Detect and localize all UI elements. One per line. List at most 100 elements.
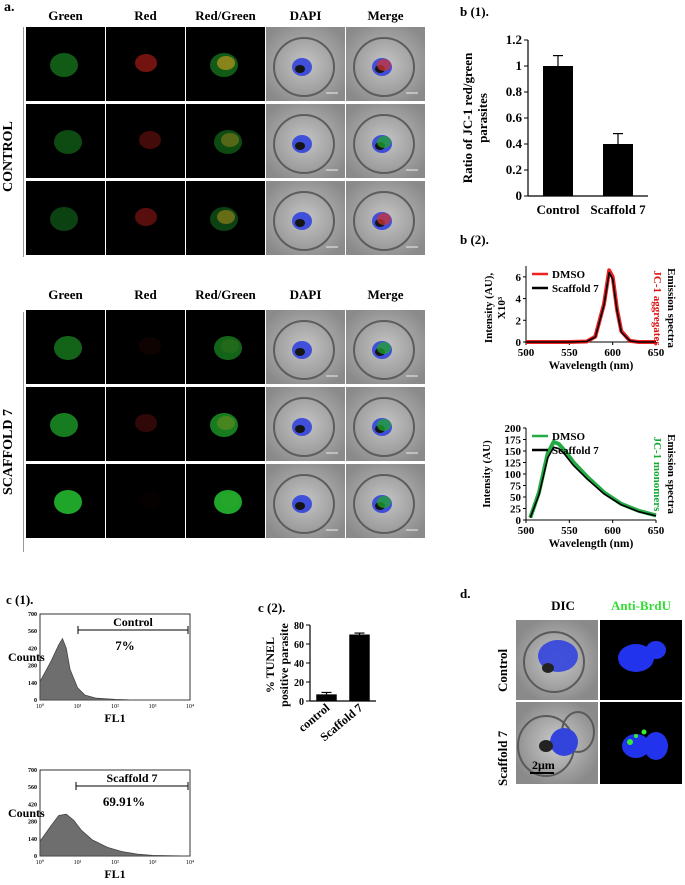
y-tick-label: 140 <box>28 837 37 843</box>
bar-scaffold-7 <box>349 634 370 701</box>
x-tick-label: 650 <box>648 347 665 359</box>
d-scalebar <box>530 772 554 774</box>
panel-c1-label: c (1). <box>6 592 34 607</box>
a-image-r3-dapi <box>266 181 345 255</box>
a-image-r2-red-green <box>186 104 265 178</box>
panel-d-header-anti-brdu: Anti-BrdU <box>611 598 671 613</box>
a-image-r1-red <box>106 27 185 101</box>
y-axis-label: % TUNELpositive parasite <box>263 623 291 707</box>
x-tick-label: 10⁴ <box>186 704 194 710</box>
y-tick-label: 0 <box>516 515 522 527</box>
a-image-r2-green <box>26 104 105 178</box>
series-line-scaffold-7 <box>526 271 656 343</box>
gate-percent: 7% <box>115 638 135 653</box>
y-tick-label: 200 <box>505 423 522 435</box>
x-axis-label: Wavelength (nm) <box>549 538 634 550</box>
a-image-r4-red-green <box>186 310 265 384</box>
group-label-scaffold7: SCAFFOLD 7 <box>1 409 16 495</box>
a-image-r5-dapi <box>266 387 345 461</box>
y-tick-label: 100 <box>505 469 522 481</box>
histogram-area <box>39 637 190 701</box>
side-label: Emission spectra <box>665 434 677 514</box>
a-image-r4-red <box>106 310 185 384</box>
x-tick-label: 10⁴ <box>186 860 194 866</box>
y-tick-label: 80 <box>294 621 304 632</box>
x-tick-label: 10¹ <box>74 860 82 866</box>
x-tick-label: 10⁰ <box>36 859 45 866</box>
a-image-r5-green <box>26 387 105 461</box>
legend-label: DMSO <box>552 431 585 443</box>
x-tick-label: 10³ <box>149 860 157 866</box>
x-tick-label: 550 <box>561 525 578 537</box>
category-label: Scaffold 7 <box>590 202 646 217</box>
y-axis-label: Intensity (AU),X10³ <box>483 273 508 344</box>
column-header-merge: Merge <box>367 8 404 23</box>
a-image-r4-dapi <box>266 310 345 384</box>
series-line-dmso <box>526 268 656 344</box>
legend-label: Scaffold 7 <box>552 445 599 457</box>
y-tick-label: 0.2 <box>506 162 522 177</box>
side-sublabel: JC-1 monomers <box>651 437 663 513</box>
d-dic-control-image <box>516 620 598 700</box>
y-tick-label: 0.8 <box>506 84 523 99</box>
a-image-r2-merge <box>346 104 425 178</box>
a-image-r5-red <box>106 387 185 461</box>
gate-percent: 69.91% <box>103 794 145 809</box>
histogram-area <box>39 813 191 857</box>
y-tick-label: 560 <box>28 629 37 635</box>
y-tick-label: 25 <box>510 504 522 516</box>
a-image-r1-merge <box>346 27 425 101</box>
y-tick-label: 560 <box>28 785 37 791</box>
x-tick-label: 550 <box>561 347 578 359</box>
y-tick-label: 150 <box>505 446 522 458</box>
x-axis-label: FL1 <box>104 711 125 724</box>
y-tick-label: 50 <box>510 492 522 504</box>
a-image-r2-dapi <box>266 104 345 178</box>
column-header-red-green: Red/Green <box>195 8 256 23</box>
bar-control <box>316 694 337 701</box>
legend-label: Scaffold 7 <box>552 283 599 295</box>
y-tick-label: 0 <box>299 697 304 708</box>
panel-a-label: a. <box>4 0 15 15</box>
gate-label: Control <box>113 615 153 629</box>
x-tick-label: 10⁰ <box>36 703 45 710</box>
column-header-dapi: DAPI <box>289 287 322 302</box>
a-image-r3-merge <box>346 181 425 255</box>
y-tick-label: 20 <box>294 678 304 689</box>
control-group-bracket <box>23 27 24 257</box>
column-header-red-green: Red/Green <box>195 287 256 302</box>
y-tick-label: 280 <box>28 820 37 826</box>
column-header-merge: Merge <box>367 287 404 302</box>
group-label-control: CONTROL <box>1 121 16 192</box>
a-image-r6-merge <box>346 464 425 538</box>
a-image-r2-red <box>106 104 185 178</box>
x-tick-label: 500 <box>518 525 535 537</box>
series-line-dmso <box>528 439 657 519</box>
a-image-r3-green <box>26 181 105 255</box>
a-image-r1-dapi <box>266 27 345 101</box>
a-image-r5-merge <box>346 387 425 461</box>
column-header-green: Green <box>48 8 83 23</box>
x-tick-label: 650 <box>648 525 665 537</box>
d-brdu-control-image <box>600 620 682 700</box>
bar-control <box>543 66 573 196</box>
a-image-r3-red-green <box>186 181 265 255</box>
a-image-r4-merge <box>346 310 425 384</box>
a-image-r6-dapi <box>266 464 345 538</box>
column-header-red: Red <box>134 8 157 23</box>
a-image-r4-green <box>26 310 105 384</box>
x-tick-label: 500 <box>518 347 535 359</box>
panel-d-header-dic: DIC <box>551 598 575 613</box>
chart-b1-jc1-ratio: 0 0.2 0.4 0.6 0.8 1 1.2 Control Scaffold 7 Ratio … <box>460 32 648 217</box>
scaffold-group-bracket <box>23 312 24 552</box>
y-tick-label: 125 <box>505 458 522 470</box>
column-header-green: Green <box>48 287 83 302</box>
a-image-r6-red <box>106 464 185 538</box>
y-tick-label: 420 <box>28 802 37 808</box>
legend-label: DMSO <box>552 269 585 281</box>
x-tick-label: 600 <box>604 347 621 359</box>
bar-scaffold-7 <box>603 144 633 196</box>
y-tick-label: 6 <box>516 272 522 284</box>
